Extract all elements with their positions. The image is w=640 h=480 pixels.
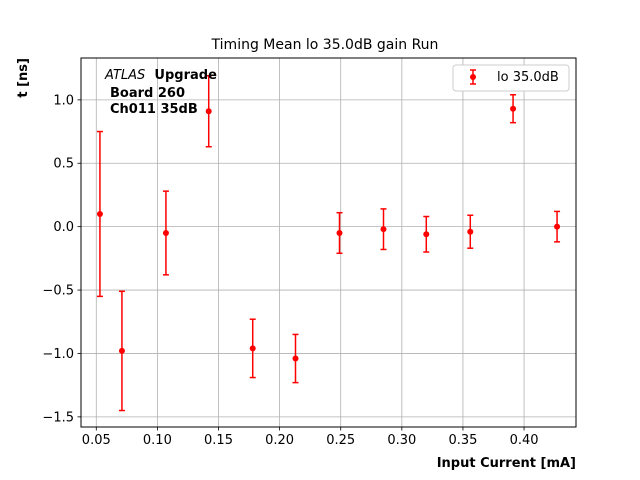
- atlas-label: ATLAS: [104, 68, 145, 83]
- grid-layer: [81, 58, 576, 427]
- x-tick-label: 0.05: [82, 433, 111, 448]
- data-point: [554, 210, 561, 243]
- y-tick-label: −0.5: [42, 284, 74, 299]
- atlas-annotation: ATLAS Upgrade Board 260 Ch011 35dB: [104, 68, 217, 117]
- data-marker: [292, 355, 299, 362]
- board-label: Board 260: [110, 86, 185, 101]
- y-tick-label: −1.5: [42, 410, 74, 425]
- data-point: [467, 214, 474, 249]
- x-tick-label: 0.30: [387, 433, 416, 448]
- data-marker: [249, 345, 256, 352]
- legend: lo 35.0dB: [452, 64, 570, 92]
- data-marker: [118, 347, 125, 354]
- y-tick-label: 1.0: [53, 93, 74, 108]
- legend-box: [452, 64, 570, 92]
- y-tick-label: −1.0: [42, 347, 74, 362]
- x-tick-label: 0.40: [510, 433, 539, 448]
- data-marker: [554, 223, 561, 230]
- data-point: [118, 290, 125, 412]
- data-marker: [423, 231, 430, 238]
- x-tick-label: 0.25: [326, 433, 355, 448]
- data-point: [162, 190, 169, 276]
- x-axis-label: Input Current [mA]: [437, 456, 576, 471]
- x-tick-label: 0.10: [143, 433, 172, 448]
- data-point: [423, 215, 430, 253]
- svg-text:ATLAS Upgrade: ATLAS Upgrade: [104, 68, 217, 83]
- upgrade-label: Upgrade: [154, 68, 217, 83]
- data-point: [510, 94, 517, 124]
- plot-area-frame: [80, 57, 577, 428]
- channel-label: Ch011 35dB: [110, 102, 198, 117]
- data-point: [380, 208, 387, 251]
- legend-label: lo 35.0dB: [497, 70, 559, 85]
- x-tick-label: 0.15: [204, 433, 233, 448]
- y-tick-label: 0.5: [53, 157, 74, 172]
- data-marker: [336, 229, 343, 236]
- data-point: [336, 211, 343, 255]
- data-point: [96, 130, 103, 298]
- y-axis-label: t [ns]: [16, 58, 31, 98]
- data-point: [292, 333, 299, 384]
- data-marker: [205, 108, 212, 115]
- data-marker: [380, 226, 387, 233]
- x-axis: 0.05 0.10 0.15 0.20 0.25 0.30 0.35 0.40: [82, 427, 539, 448]
- data-marker: [510, 105, 517, 112]
- y-tick-label: 0.0: [53, 220, 74, 235]
- data-point: [205, 75, 212, 148]
- x-tick-label: 0.35: [448, 433, 477, 448]
- data-point: [249, 318, 256, 379]
- x-tick-label: 0.20: [265, 433, 294, 448]
- data-marker: [96, 210, 103, 217]
- y-axis: −1.5 −1.0 −0.5 0.0 0.5 1.0: [42, 93, 81, 425]
- data-marker: [162, 229, 169, 236]
- chart-title: Timing Mean lo 35.0dB gain Run: [211, 37, 439, 53]
- data-marker: [467, 228, 474, 235]
- data-layer: [96, 75, 561, 412]
- legend-marker: [470, 69, 476, 85]
